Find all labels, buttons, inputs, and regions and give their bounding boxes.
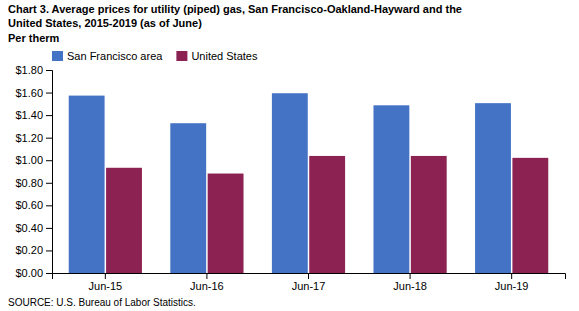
x-tick-label: Jun-17	[292, 280, 326, 292]
y-tick-label: $0.80	[15, 177, 43, 189]
y-tick-label: $1.60	[15, 87, 43, 99]
bar	[309, 156, 345, 273]
y-tick: $0.00	[15, 267, 52, 279]
plot: $0.00 $0.20 $0.40 $0.60 $0.80 $1.00 $1.20 $1.40…	[15, 64, 565, 292]
y-tick-mark	[46, 160, 52, 161]
title: United States, 2015-2019 (as of June)	[8, 17, 202, 29]
y-tick-label: $0.20	[15, 244, 43, 256]
y-tick-label: $1.40	[15, 109, 43, 121]
x-tick-mark	[308, 273, 309, 279]
y-tick-mark	[46, 205, 52, 206]
y-tick: $1.80	[15, 64, 52, 76]
annotation: SOURCE: U.S. Bureau of Labor Statistics.	[8, 297, 196, 308]
legend-label: San Francisco area	[67, 50, 163, 62]
legend-swatch	[52, 51, 63, 61]
y-tick-label: $1.80	[15, 64, 43, 76]
y-tick: $1.40	[15, 109, 52, 121]
bar	[373, 105, 409, 273]
x-tick-mark	[206, 273, 207, 279]
bar	[69, 96, 105, 273]
y-axis-line	[46, 71, 53, 274]
x-tick-label: Jun-18	[393, 280, 427, 292]
bar	[411, 156, 447, 273]
legend-label: United States	[191, 50, 258, 62]
y-tick-mark	[46, 115, 52, 116]
y-tick: $1.00	[15, 154, 52, 166]
y-tick-mark	[46, 183, 52, 184]
x-axis-line	[53, 274, 566, 280]
bar	[512, 158, 548, 273]
y-axis: $0.00 $0.20 $0.40 $0.60 $0.80 $1.00 $1.20 $1.40…	[15, 64, 52, 279]
y-tick: $0.80	[15, 177, 52, 189]
chart: Chart 3. Average prices for utility (pip…	[0, 0, 579, 311]
bar	[272, 93, 308, 273]
x-tick-mark	[410, 273, 411, 279]
y-tick: $1.60	[15, 87, 52, 99]
x-axis: Jun-15 Jun-16 Jun-17 Jun-18 Jun-19	[53, 273, 566, 292]
legend-item: San Francisco area	[52, 50, 163, 62]
title: Chart 3. Average prices for utility (pip…	[8, 3, 462, 15]
y-tick-label: $1.00	[15, 154, 43, 166]
y-tick-label: $1.20	[15, 132, 43, 144]
series	[106, 156, 548, 273]
x-tick-label: Jun-16	[190, 280, 224, 292]
bars	[69, 93, 549, 273]
y-tick: $0.20	[15, 244, 52, 256]
y-label: Per therm	[8, 32, 60, 44]
legend: San Francisco area United States	[52, 50, 258, 62]
legend-item: United States	[176, 50, 258, 62]
bar	[208, 174, 244, 273]
y-tick: $0.60	[15, 199, 52, 211]
y-tick-mark	[46, 138, 52, 139]
x-tick-label: Jun-19	[495, 280, 529, 292]
x-tick-label: Jun-15	[89, 280, 123, 292]
y-tick-mark	[46, 228, 52, 229]
x-tick: Jun-17	[292, 273, 326, 292]
x-tick: Jun-18	[393, 273, 427, 292]
y-tick-mark	[46, 93, 52, 94]
y-tick-label: $0.00	[15, 267, 43, 279]
x-tick-mark	[511, 273, 512, 279]
y-tick: $0.40	[15, 222, 52, 234]
y-tick-mark	[46, 273, 52, 274]
x-tick: Jun-15	[89, 273, 123, 292]
bar	[475, 103, 511, 273]
x-tick: Jun-19	[495, 273, 529, 292]
legend-swatch	[176, 51, 187, 61]
y-tick-mark	[46, 70, 52, 71]
x-tick-mark	[105, 273, 106, 279]
y-tick-label: $0.40	[15, 222, 43, 234]
x-tick: Jun-16	[190, 273, 224, 292]
series	[69, 93, 511, 273]
bar	[106, 168, 142, 273]
y-tick-label: $0.60	[15, 199, 43, 211]
y-tick: $1.20	[15, 132, 52, 144]
y-tick-mark	[46, 250, 52, 251]
bar	[170, 123, 206, 273]
